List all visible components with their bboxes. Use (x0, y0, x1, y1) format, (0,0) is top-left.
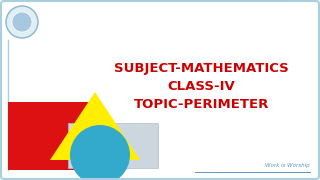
Polygon shape (50, 92, 140, 160)
Circle shape (70, 125, 130, 180)
Circle shape (12, 12, 32, 32)
Bar (68, 123, 158, 168)
Text: SUBJECT-MATHEMATICS
CLASS-IV
TOPIC-PERIMETER: SUBJECT-MATHEMATICS CLASS-IV TOPIC-PERIM… (114, 62, 289, 111)
Circle shape (6, 6, 38, 38)
Text: Work is Worship: Work is Worship (265, 163, 310, 168)
Bar (8, 102, 96, 170)
